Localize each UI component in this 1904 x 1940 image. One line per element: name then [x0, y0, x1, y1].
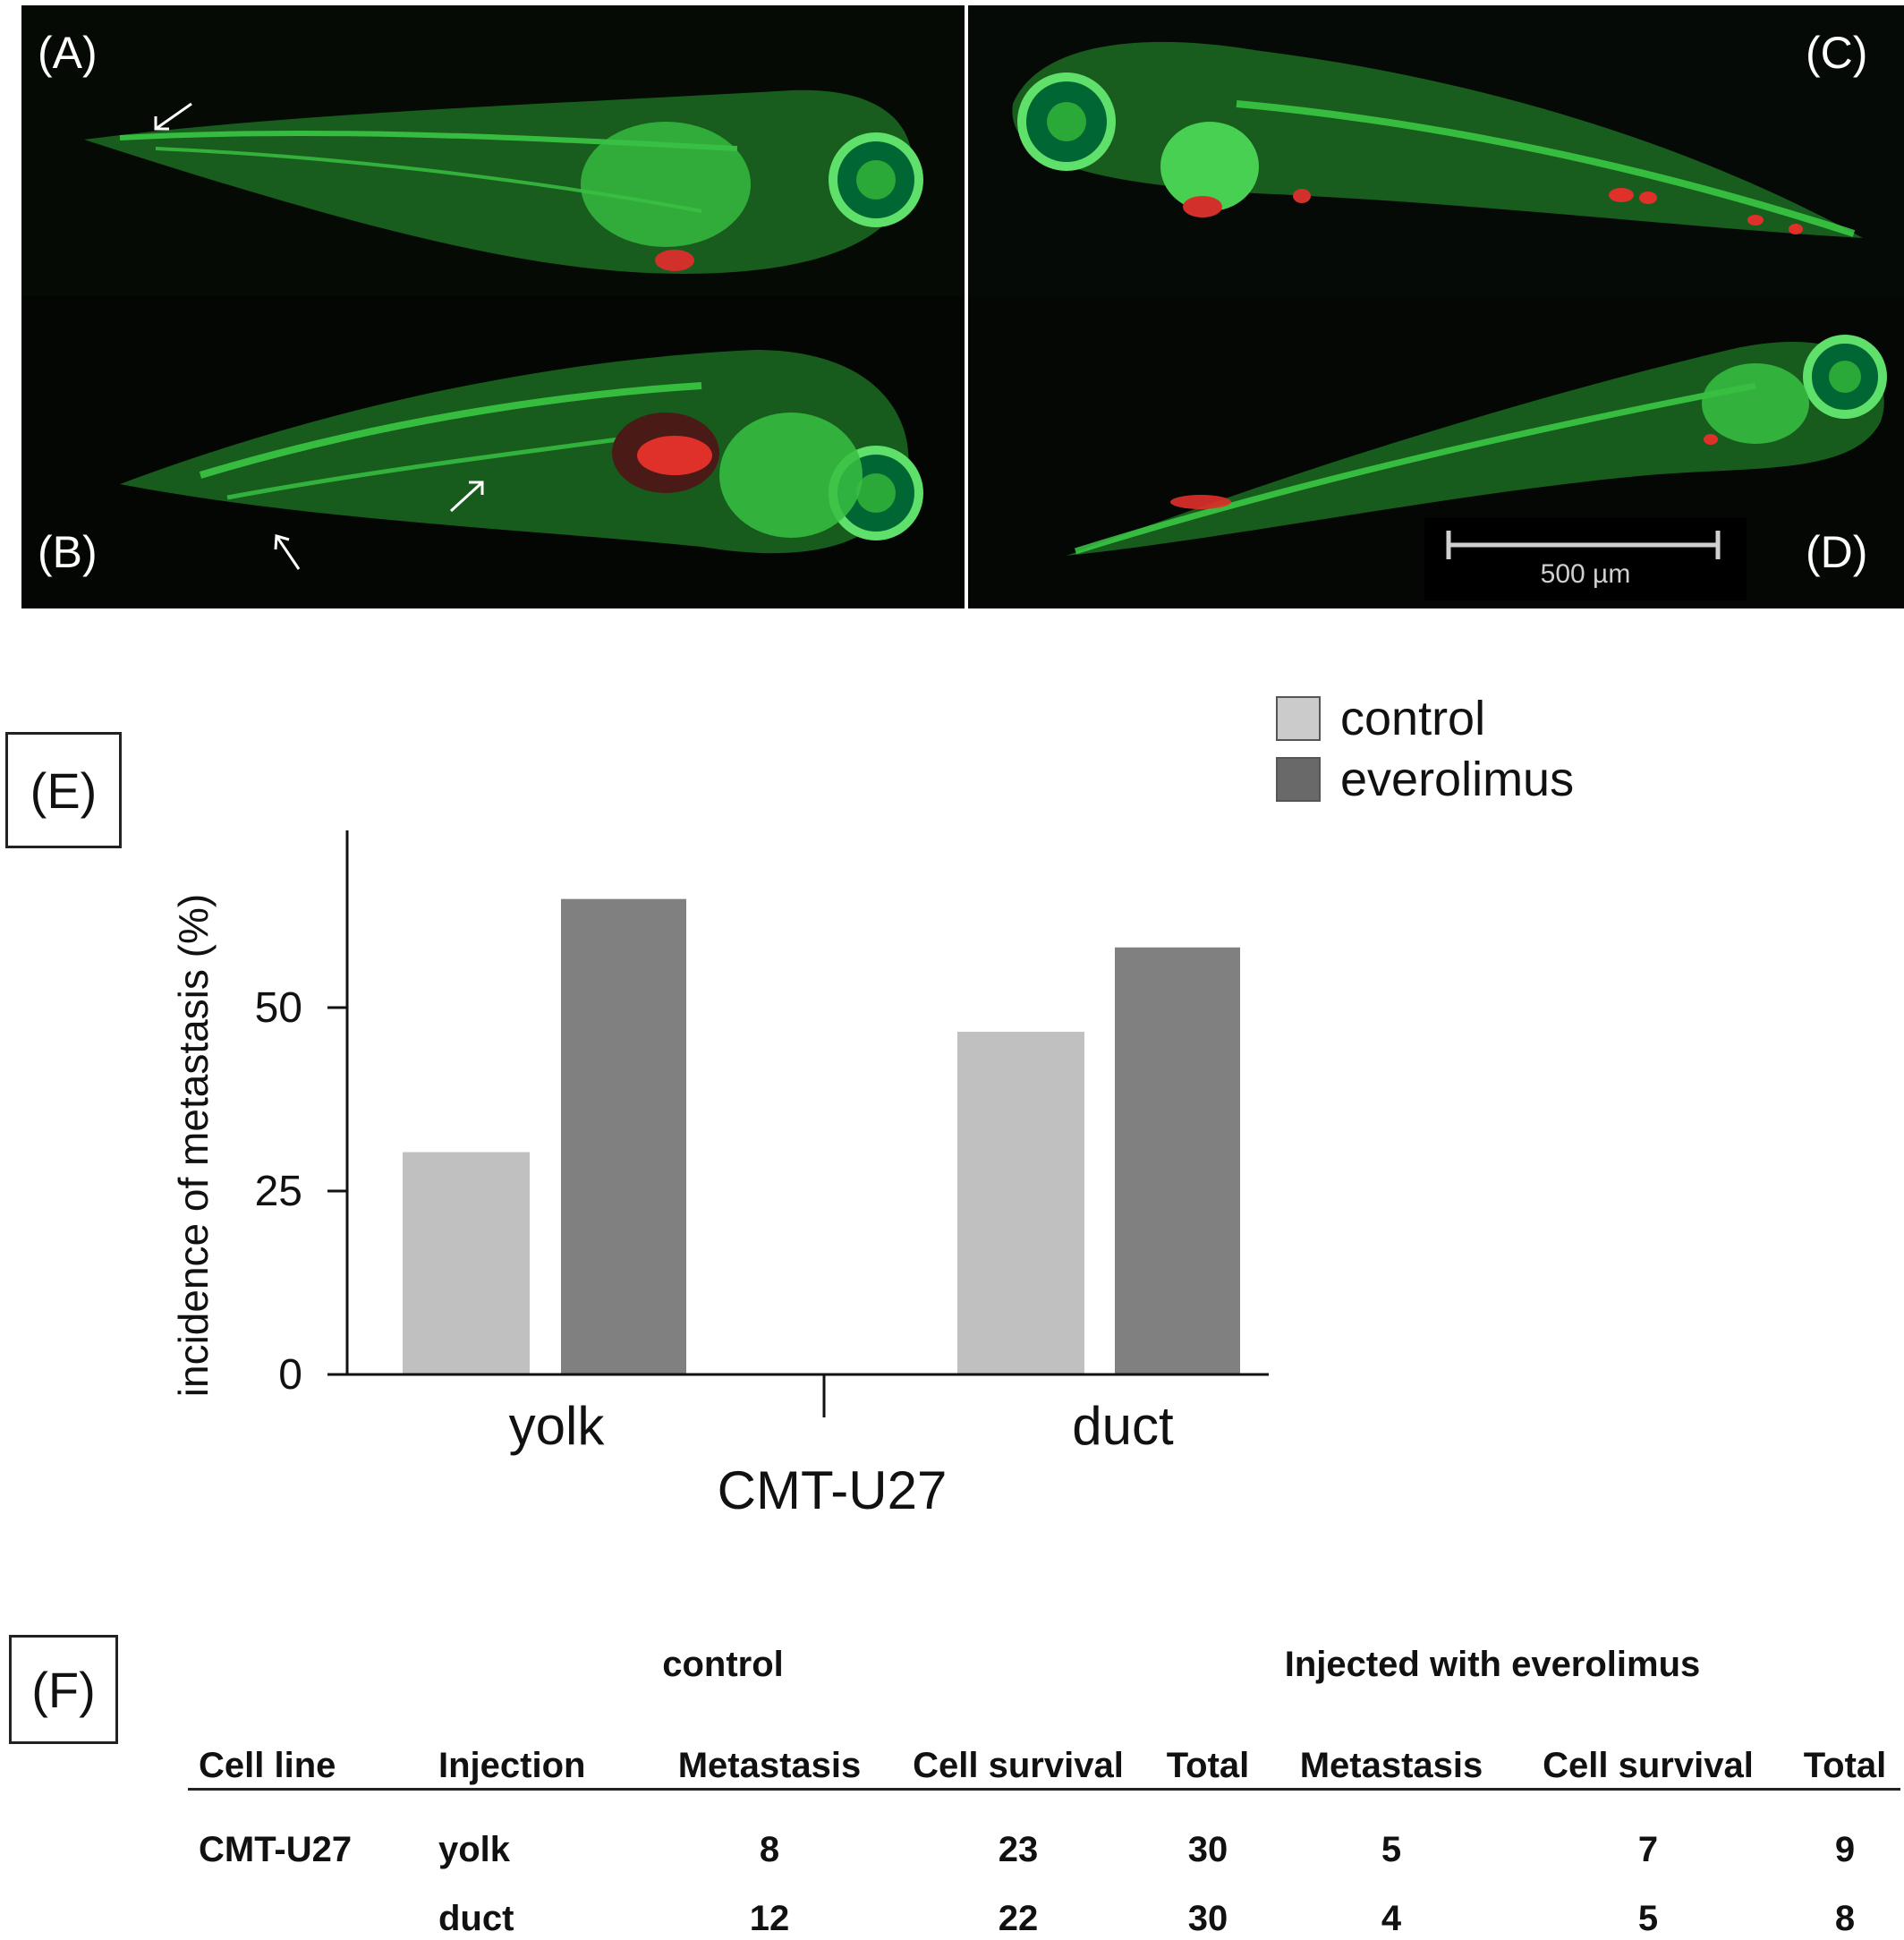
table-cell-control-total: 30: [1187, 1899, 1228, 1938]
legend-label-control: control: [1340, 692, 1486, 745]
column-header-cell-line: Cell line: [199, 1746, 336, 1785]
y-axis-label: incidence of metastasis (%): [170, 894, 217, 1397]
table-cell-everolimus-total: 8: [1834, 1899, 1856, 1938]
table-cell-cell-line: CMT-U27: [199, 1830, 353, 1869]
table-cell-control-metastasis: 12: [749, 1899, 790, 1938]
group-header-control: control: [662, 1645, 784, 1684]
bar-control-yolk: [403, 1152, 530, 1374]
microscopy-panel-b: (B): [21, 296, 965, 608]
table-cell-control-cell-survival: 23: [998, 1830, 1039, 1869]
column-header-everolimus-metastasis: Metastasis: [1299, 1746, 1483, 1785]
column-header-everolimus-cell-survival: Cell survival: [1543, 1746, 1754, 1785]
zebrafish-image-a: [84, 89, 923, 274]
scale-bar: 500 µm: [1424, 518, 1747, 600]
category-label-duct: duct: [1072, 1396, 1174, 1456]
legend-swatch-control: [1276, 696, 1321, 741]
panel-c-label: (C): [1806, 28, 1868, 78]
table-header-rule: [188, 1788, 1900, 1791]
panel-f-label: (F): [9, 1635, 118, 1744]
table-cell-injection: yolk: [438, 1830, 511, 1869]
bar-control-duct: [957, 1032, 1084, 1374]
table-cell-control-metastasis: 8: [759, 1830, 780, 1869]
table-cell-everolimus-cell-survival: 5: [1637, 1899, 1659, 1938]
table-cell-everolimus-cell-survival: 7: [1637, 1830, 1659, 1869]
table-cell-everolimus-metastasis: 4: [1381, 1899, 1402, 1938]
bars-group: [403, 898, 1240, 1374]
column-header-injection: Injection: [438, 1746, 586, 1785]
group-label: CMT-U27: [718, 1460, 948, 1520]
table-cell-control-total: 30: [1187, 1830, 1228, 1869]
y-tick-label-0: 0: [278, 1351, 302, 1399]
bar-everolimus-duct: [1115, 947, 1240, 1374]
panel-b-label: (B): [38, 527, 98, 577]
column-header-control-cell-survival: Cell survival: [913, 1746, 1124, 1785]
zebrafish-image-c: [1012, 41, 1863, 239]
microscopy-panel-d: 500 µm (D): [968, 296, 1904, 608]
category-label-yolk: yolk: [509, 1396, 606, 1456]
legend-item-everolimus: everolimus: [1276, 752, 1574, 807]
legend-item-control: control: [1276, 691, 1485, 746]
panel-a-label: (A): [38, 28, 98, 78]
bar-everolimus-yolk: [561, 898, 686, 1374]
scale-bar-label: 500 µm: [1540, 559, 1631, 589]
microscopy-panel-c: (C): [968, 5, 1904, 296]
zebrafish-image-d: [1067, 335, 1887, 556]
panel-d-label: (D): [1806, 527, 1868, 577]
column-header-control-total: Total: [1166, 1746, 1250, 1785]
metastasis-bar-chart: 0 25 50 yolk duct CMT-U27 incidence of metast…: [170, 830, 1269, 1520]
y-tick-label-25: 25: [255, 1168, 302, 1215]
table-cell-injection: duct: [438, 1899, 514, 1938]
y-tick-label-50: 50: [255, 984, 302, 1032]
microscopy-panel-a: (A): [21, 5, 965, 296]
table-cell-control-cell-survival: 22: [998, 1899, 1039, 1938]
panel-e-label: (E): [5, 732, 122, 848]
column-header-control-metastasis: Metastasis: [677, 1746, 862, 1785]
column-header-everolimus-total: Total: [1803, 1746, 1887, 1785]
legend-swatch-everolimus: [1276, 757, 1321, 802]
legend-label-everolimus: everolimus: [1340, 753, 1575, 806]
axes-group: 0 25 50 yolk duct CMT-U27: [255, 830, 1269, 1520]
table-cell-everolimus-metastasis: 5: [1381, 1830, 1402, 1869]
table-cell-everolimus-total: 9: [1834, 1830, 1856, 1869]
zebrafish-image-b: [120, 350, 923, 570]
group-header-everolimus: Injected with everolimus: [1284, 1645, 1701, 1684]
